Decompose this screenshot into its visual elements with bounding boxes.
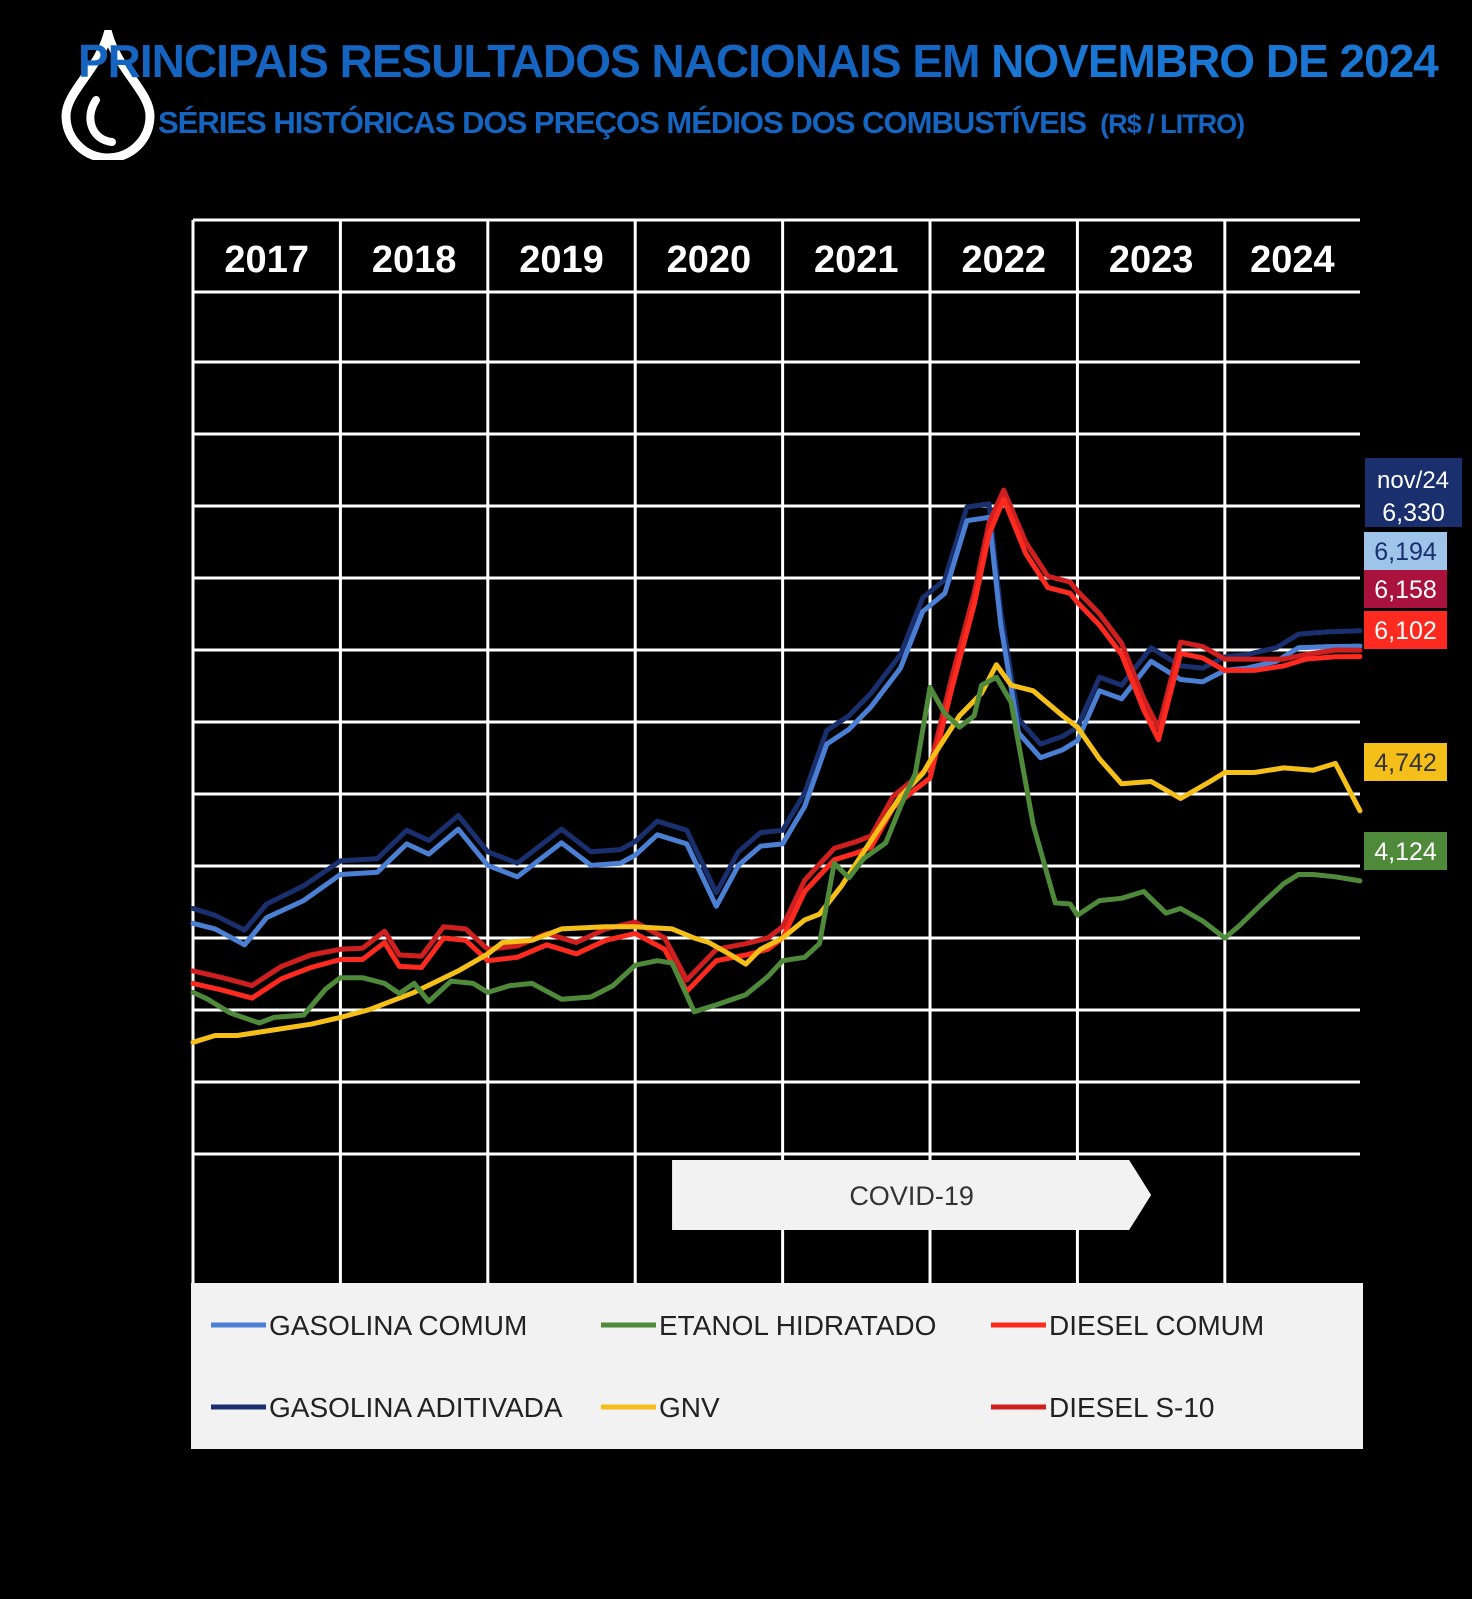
covid-annotation: COVID-19: [672, 1160, 1152, 1230]
end-header-box: [1365, 458, 1462, 527]
end-value-box-diesel-comum: [1364, 611, 1447, 649]
page-subtitle: SÉRIES HISTÓRICAS DOS PREÇOS MÉDIOS DOS …: [158, 105, 1245, 141]
series-line-gasolina-comum: [190, 514, 1363, 948]
series-line-diesel-comum: [190, 496, 1363, 1001]
year-label: 2023: [1109, 239, 1194, 281]
end-value-box-gasolina-comum: [1364, 532, 1447, 570]
covid-arrow: [672, 1160, 1152, 1230]
year-label: 2022: [961, 239, 1046, 281]
legend-label-gnv: GNV: [659, 1392, 720, 1423]
end-value-etanol-hidratado: 4,124: [1374, 838, 1437, 866]
end-value-box-diesel-s-10: [1364, 570, 1447, 608]
year-label: 2019: [519, 239, 604, 281]
legend-label-gasolina-aditivada: GASOLINA ADITIVADA: [269, 1392, 563, 1423]
title-part1: PRINCIPAIS RESULTADOS NACIONAIS EM: [78, 35, 980, 87]
series-line-gasolina-aditivada: [190, 501, 1363, 933]
header: PRINCIPAIS RESULTADOS NACIONAIS EM NOVEM…: [0, 0, 1472, 170]
year-label: 2018: [372, 239, 457, 281]
end-header-label: nov/24: [1377, 467, 1449, 494]
end-value-diesel-comum: 6,102: [1374, 617, 1437, 645]
end-value-gasolina-aditivada: 6,330: [1382, 499, 1445, 527]
legend-label-gasolina-comum: GASOLINA COMUM: [269, 1310, 527, 1341]
year-header: 2017 2018 2019 2020 2021 2022 2023 2024: [224, 239, 1334, 281]
plot-area: [193, 220, 1360, 1283]
title-part2: NOVEMBRO DE 2024: [991, 35, 1439, 87]
series-lines: [190, 487, 1363, 1045]
covid-label: COVID-19: [849, 1181, 974, 1211]
year-label: 2021: [814, 239, 899, 281]
end-value-box-gnv: [1364, 743, 1447, 781]
drop-icon: [61, 30, 155, 160]
legend-label-diesel-s-10: DIESEL S-10: [1049, 1392, 1214, 1423]
series-line-etanol-hidratado: [190, 674, 1363, 1026]
year-label: 2020: [667, 239, 752, 281]
end-value-gnv: 4,742: [1374, 749, 1437, 777]
end-value-box-etanol-hidratado: [1364, 832, 1447, 870]
year-label: 2017: [224, 239, 309, 281]
legend-box: [191, 1283, 1363, 1449]
series-line-diesel-s-10: [190, 487, 1363, 989]
year-label: 2024: [1250, 239, 1335, 281]
chart-grid: [191, 218, 1360, 1283]
legend-label-diesel-comum: DIESEL COMUM: [1049, 1310, 1264, 1341]
end-value-gasolina-comum: 6,194: [1374, 538, 1437, 566]
end-labels: nov/24 6,330 6,194 6,158 6,102 4,742 4,124: [1364, 458, 1462, 870]
legend: GASOLINA COMUM ETANOL HIDRATADO DIESEL COM…: [191, 1283, 1363, 1449]
unit-label: (R$ / LITRO): [1100, 109, 1245, 139]
page-title: PRINCIPAIS RESULTADOS NACIONAIS EM NOVEM…: [78, 34, 1439, 88]
end-value-diesel-s-10: 6,158: [1374, 576, 1437, 604]
subtitle-text: SÉRIES HISTÓRICAS DOS PREÇOS MÉDIOS DOS …: [158, 105, 1087, 140]
legend-label-etanol-hidratado: ETANOL HIDRATADO: [659, 1310, 936, 1341]
series-line-gnv: [190, 662, 1363, 1045]
